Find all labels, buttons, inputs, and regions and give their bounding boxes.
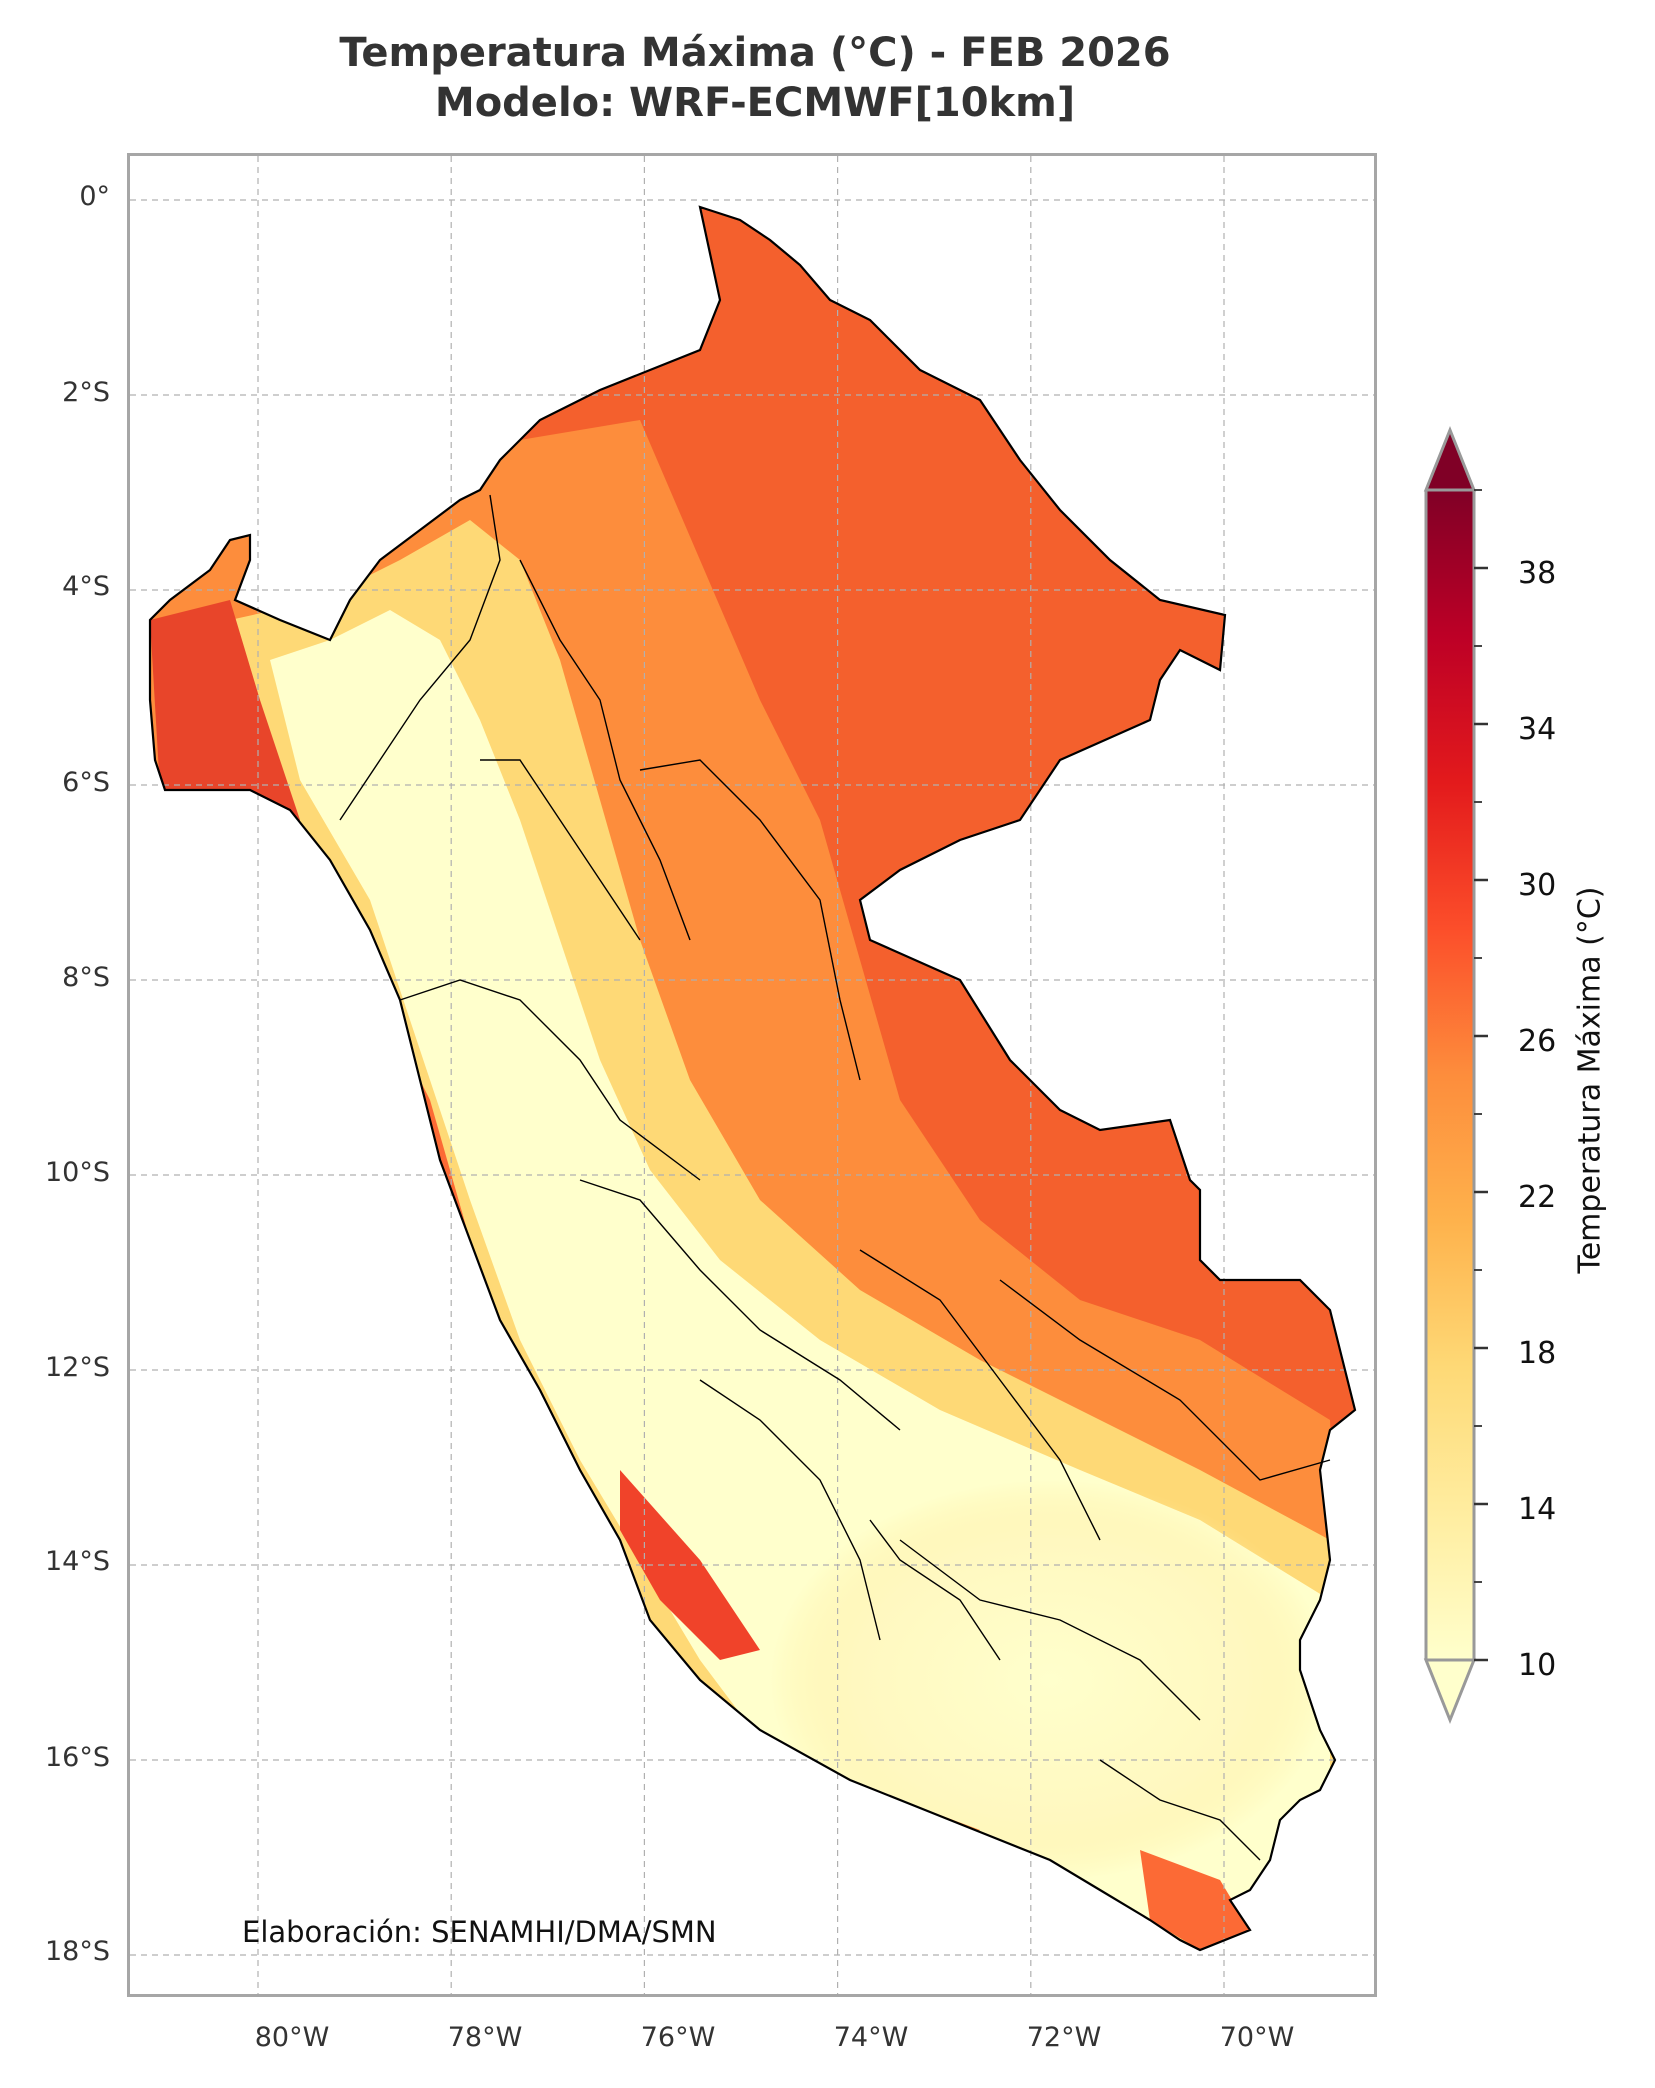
map-title-line1: Temperatura Máxima (°C) - FEB 2026 xyxy=(339,30,1171,76)
colorbar-tick-7: 38 xyxy=(1518,556,1557,591)
border-ancash xyxy=(399,979,701,1181)
department-borders xyxy=(339,494,1331,1861)
colorbar-tick-5: 30 xyxy=(1518,868,1557,903)
lat-tick-1: 2°S xyxy=(62,377,110,408)
border-san-martin xyxy=(639,759,861,1081)
border-cajamarca-amazonas xyxy=(519,559,691,941)
lon-tick-1: 78°W xyxy=(447,2022,523,2053)
lon-tick-4: 72°W xyxy=(1026,2022,1102,2053)
border-madre-de-dios xyxy=(999,1279,1331,1481)
colorbar-extend-min xyxy=(1423,1658,1477,1725)
colorbar-tick-6: 34 xyxy=(1518,712,1557,747)
lon-tick-3: 74°W xyxy=(833,2022,909,2053)
credit-text: Elaboración: SENAMHI/DMA/SMN xyxy=(242,1915,717,1949)
colorbar-tick-3: 22 xyxy=(1518,1180,1557,1215)
colorbar-tick-1: 14 xyxy=(1518,1492,1557,1527)
lat-tick-0: 0° xyxy=(79,181,110,212)
lat-tick-9: 18°S xyxy=(45,1936,110,1967)
border-piura-cajamarca xyxy=(339,494,501,821)
region-tacna-coast xyxy=(1140,1850,1250,1950)
region-southern-altiplano xyxy=(770,1480,1330,1880)
border-cusco xyxy=(859,1249,1101,1541)
colorbar-ticks xyxy=(1474,489,1488,1662)
border-moquegua-tacna xyxy=(1099,1759,1261,1861)
lat-tick-2: 4°S xyxy=(62,571,110,602)
colorbar-tick-2: 18 xyxy=(1518,1336,1557,1371)
border-la-libertad xyxy=(480,759,641,941)
colorbar-label: Temperatura Máxima (°C) xyxy=(1572,886,1608,1274)
lat-tick-3: 6°S xyxy=(62,767,110,798)
temperature-field xyxy=(150,207,1355,1950)
lat-tick-4: 8°S xyxy=(62,962,110,993)
border-puno xyxy=(899,1539,1201,1721)
lon-tick-2: 76°W xyxy=(640,2022,716,2053)
colorbar-extend-max xyxy=(1423,425,1477,492)
colorbar-tick-0: 10 xyxy=(1518,1648,1557,1683)
colorbar-gradient xyxy=(1426,490,1474,1660)
region-ica-coast xyxy=(620,1470,760,1660)
colorbar xyxy=(1423,425,1488,1725)
border-huancavelica xyxy=(699,1379,881,1641)
lat-tick-6: 12°S xyxy=(45,1352,110,1383)
border-lima-junin xyxy=(579,1179,901,1431)
lon-tick-5: 70°W xyxy=(1219,2022,1295,2053)
border-apurimac xyxy=(869,1519,1001,1661)
map-title: Temperatura Máxima (°C) - FEB 2026 Model… xyxy=(130,28,1380,128)
lon-tick-0: 80°W xyxy=(254,2022,330,2053)
lat-tick-5: 10°S xyxy=(45,1157,110,1188)
colorbar-tick-4: 26 xyxy=(1518,1024,1557,1059)
gridlines xyxy=(130,156,1374,1994)
lat-tick-8: 16°S xyxy=(45,1742,110,1773)
map-title-line2: Modelo: WRF-ECMWF[10km] xyxy=(434,80,1076,126)
lat-tick-7: 14°S xyxy=(45,1546,110,1577)
